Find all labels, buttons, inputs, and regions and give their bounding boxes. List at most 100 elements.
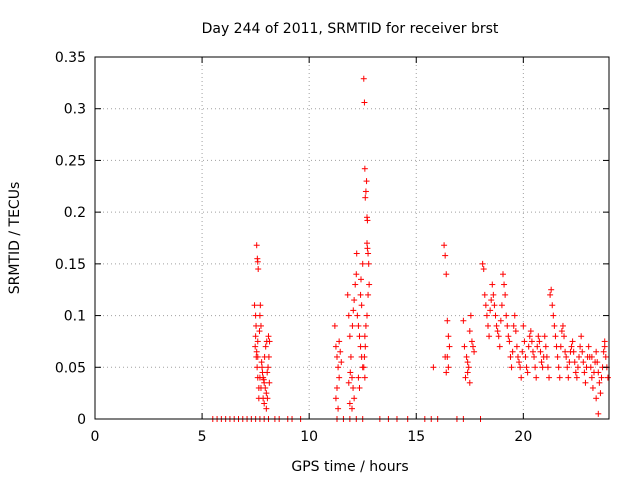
data-point xyxy=(354,312,361,319)
data-point xyxy=(334,353,341,360)
data-point xyxy=(497,317,504,324)
data-point xyxy=(344,291,351,298)
data-point xyxy=(266,379,273,386)
data-point xyxy=(533,374,540,381)
data-point xyxy=(566,359,573,366)
data-point xyxy=(265,353,272,360)
data-point xyxy=(597,390,604,397)
y-axis-label: SRMTID / TECUs xyxy=(7,182,23,295)
data-point xyxy=(565,374,572,381)
data-point xyxy=(489,281,496,288)
data-point xyxy=(355,374,362,381)
data-point xyxy=(358,302,365,309)
chart-title: Day 244 of 2011, SRMTID for receiver brs… xyxy=(202,21,499,37)
data-point xyxy=(442,353,449,360)
data-point xyxy=(555,364,562,371)
data-point xyxy=(361,165,368,172)
data-point xyxy=(335,364,342,371)
data-point xyxy=(588,353,595,360)
data-point xyxy=(470,343,477,350)
data-point xyxy=(347,369,354,376)
y-tick-label: 0.25 xyxy=(55,153,86,169)
data-point xyxy=(593,348,600,355)
data-point xyxy=(503,312,510,319)
data-point xyxy=(558,328,565,335)
data-point xyxy=(353,271,360,278)
data-point xyxy=(254,338,261,345)
data-point xyxy=(589,384,596,391)
data-point xyxy=(512,328,519,335)
data-point xyxy=(505,333,512,340)
data-point xyxy=(364,245,371,252)
data-point xyxy=(569,338,576,345)
data-point xyxy=(357,276,364,283)
data-point xyxy=(528,338,535,345)
y-tick-label: 0 xyxy=(77,412,86,428)
data-point xyxy=(554,353,561,360)
data-point xyxy=(541,333,548,340)
data-point xyxy=(346,333,353,340)
data-point xyxy=(600,348,607,355)
data-point xyxy=(519,348,526,355)
data-point xyxy=(360,75,367,82)
data-point xyxy=(356,384,363,391)
data-point xyxy=(499,271,506,278)
data-point xyxy=(491,302,498,309)
data-point xyxy=(578,333,585,340)
grid xyxy=(95,57,609,419)
data-point xyxy=(254,353,261,360)
x-axis-label: GPS time / hours xyxy=(291,459,408,475)
data-point xyxy=(349,405,355,412)
data-point xyxy=(347,353,354,360)
data-point xyxy=(493,322,500,329)
data-point xyxy=(482,302,489,309)
data-point xyxy=(508,364,515,371)
data-point xyxy=(365,260,372,267)
data-point xyxy=(349,322,356,329)
data-point xyxy=(336,338,343,345)
data-point xyxy=(562,348,569,355)
data-point xyxy=(552,333,559,340)
data-point xyxy=(559,322,566,329)
data-point xyxy=(464,369,471,376)
data-point xyxy=(548,286,555,293)
data-point xyxy=(571,359,578,366)
data-point xyxy=(486,333,493,340)
data-point xyxy=(602,353,609,360)
data-point xyxy=(253,348,260,355)
data-point xyxy=(463,353,470,360)
data-point xyxy=(595,369,602,376)
data-point xyxy=(549,302,556,309)
data-point xyxy=(351,297,358,304)
data-point xyxy=(356,333,363,340)
data-point xyxy=(604,374,611,381)
y-tick-label: 0.2 xyxy=(64,205,86,221)
data-point xyxy=(263,390,270,397)
data-point xyxy=(353,250,360,257)
data-point xyxy=(265,364,272,371)
y-tick-label: 0.1 xyxy=(64,309,86,325)
data-point xyxy=(252,343,259,350)
y-tick-labels: 0 0.05 0.1 0.15 0.2 0.25 0.3 0.35 xyxy=(55,50,86,428)
data-point xyxy=(498,302,505,309)
data-point xyxy=(550,312,557,319)
data-point xyxy=(506,338,513,345)
data-point xyxy=(514,353,521,360)
data-point xyxy=(259,364,266,371)
data-point xyxy=(346,400,353,407)
x-tick-label: 10 xyxy=(300,429,318,445)
data-point xyxy=(336,374,343,381)
data-point xyxy=(546,374,553,381)
data-point xyxy=(462,374,469,381)
x-tick-labels: 0 5 10 15 20 xyxy=(91,429,533,445)
data-point xyxy=(502,291,509,298)
data-point xyxy=(335,405,342,412)
data-point xyxy=(484,322,491,329)
data-point xyxy=(256,328,263,335)
data-point xyxy=(359,260,366,267)
data-point xyxy=(256,312,263,319)
data-point xyxy=(465,364,472,371)
data-point xyxy=(494,328,501,335)
data-point xyxy=(585,343,592,350)
data-point xyxy=(362,194,369,201)
